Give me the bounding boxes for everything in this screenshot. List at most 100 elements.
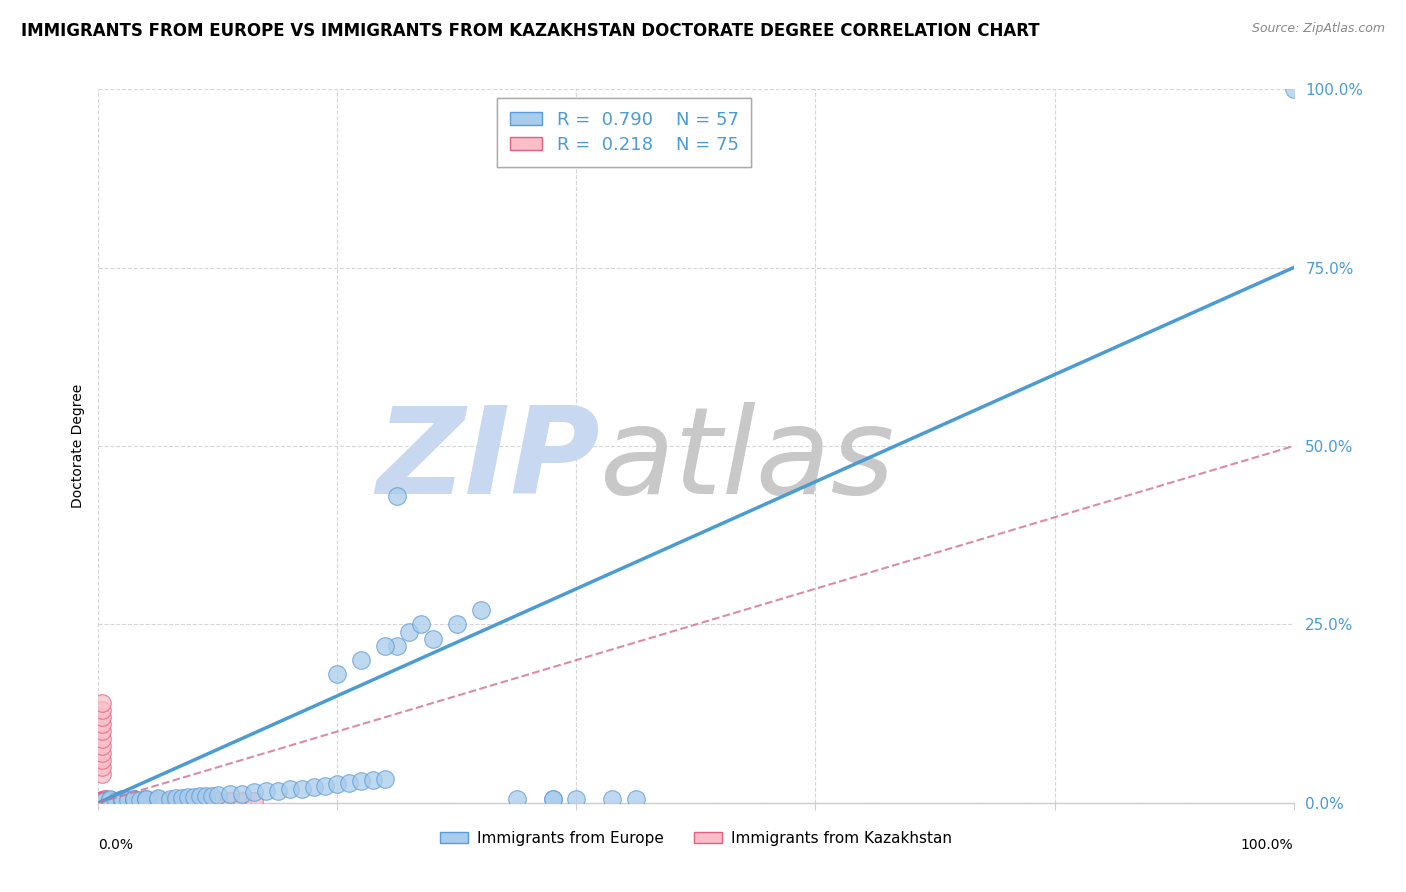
Point xyxy=(105,794,128,808)
Point xyxy=(98,794,121,808)
Point xyxy=(104,794,127,808)
Point xyxy=(148,792,170,806)
Point xyxy=(148,790,170,805)
Point xyxy=(114,794,136,808)
Point xyxy=(91,794,114,808)
Point xyxy=(165,794,187,808)
Point xyxy=(446,617,468,632)
Point xyxy=(124,791,146,805)
Point xyxy=(91,794,114,808)
Point xyxy=(201,789,224,803)
Point xyxy=(100,793,122,807)
Point xyxy=(254,784,277,798)
Point xyxy=(172,790,194,805)
Point xyxy=(267,783,290,797)
Point xyxy=(470,603,492,617)
Point xyxy=(91,794,114,808)
Point xyxy=(98,793,122,807)
Y-axis label: Doctorate Degree: Doctorate Degree xyxy=(70,384,84,508)
Point xyxy=(97,794,120,808)
Point xyxy=(219,787,242,801)
Point xyxy=(135,791,157,805)
Point xyxy=(315,779,337,793)
Point xyxy=(243,794,266,808)
Point xyxy=(278,782,301,797)
Text: ZIP: ZIP xyxy=(377,401,600,519)
Point xyxy=(165,790,187,805)
Point xyxy=(96,794,118,808)
Point xyxy=(93,793,115,807)
Point xyxy=(107,794,129,808)
Point xyxy=(541,792,564,806)
Point xyxy=(188,789,211,804)
Point xyxy=(91,724,114,739)
Point xyxy=(111,794,134,808)
Point xyxy=(91,753,114,767)
Point xyxy=(153,794,176,808)
Point xyxy=(98,794,122,808)
Point xyxy=(172,794,194,808)
Point xyxy=(350,774,373,789)
Point xyxy=(374,639,396,653)
Point xyxy=(350,653,373,667)
Point xyxy=(135,794,157,808)
Point xyxy=(207,788,229,802)
Point xyxy=(91,696,114,710)
Point xyxy=(91,794,114,808)
Text: atlas: atlas xyxy=(600,401,896,519)
Point xyxy=(124,794,146,808)
Point xyxy=(183,790,205,805)
Point xyxy=(91,703,114,717)
Point xyxy=(105,794,128,808)
Point xyxy=(127,794,149,808)
Point xyxy=(506,792,529,806)
Point xyxy=(91,794,114,808)
Text: Source: ZipAtlas.com: Source: ZipAtlas.com xyxy=(1251,22,1385,36)
Point xyxy=(91,746,114,760)
Point xyxy=(91,794,114,808)
Point xyxy=(129,793,152,807)
Point xyxy=(93,794,115,808)
Point xyxy=(91,731,114,746)
Point xyxy=(110,794,132,808)
Point xyxy=(91,717,114,731)
Point xyxy=(411,617,433,632)
Point xyxy=(142,794,165,808)
Point xyxy=(91,710,114,724)
Point xyxy=(177,790,200,805)
Point xyxy=(326,667,349,681)
Point xyxy=(94,794,117,808)
Point xyxy=(159,794,181,808)
Point xyxy=(219,794,242,808)
Point xyxy=(135,792,157,806)
Point xyxy=(98,792,122,806)
Point xyxy=(385,489,409,503)
Point xyxy=(159,791,181,805)
Point xyxy=(111,791,134,805)
Point xyxy=(91,794,114,808)
Point xyxy=(93,794,115,808)
Point xyxy=(195,789,218,803)
Point xyxy=(422,632,444,646)
Point xyxy=(100,794,122,808)
Point xyxy=(374,772,396,786)
Point xyxy=(97,793,120,807)
Point xyxy=(602,792,624,806)
Text: 100.0%: 100.0% xyxy=(1241,838,1294,853)
Point xyxy=(339,776,361,790)
Point xyxy=(124,792,146,806)
Point xyxy=(91,794,114,808)
Point xyxy=(117,793,139,807)
Point xyxy=(177,794,200,808)
Point xyxy=(91,794,114,808)
Point xyxy=(91,793,114,807)
Point xyxy=(243,785,266,799)
Point xyxy=(91,794,114,808)
Point xyxy=(91,794,114,808)
Point xyxy=(183,794,205,808)
Legend: Immigrants from Europe, Immigrants from Kazakhstan: Immigrants from Europe, Immigrants from … xyxy=(434,825,957,852)
Point xyxy=(148,794,170,808)
Point xyxy=(98,794,122,808)
Point xyxy=(93,792,115,806)
Point xyxy=(231,787,253,801)
